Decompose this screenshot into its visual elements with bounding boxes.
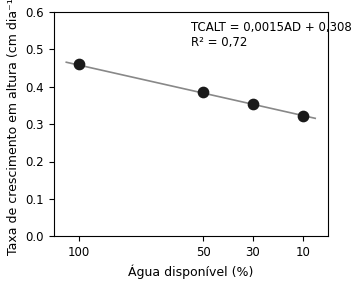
Point xyxy=(300,113,306,118)
Y-axis label: Taxa de crescimento em altura (cm dia⁻¹): Taxa de crescimento em altura (cm dia⁻¹) xyxy=(7,0,20,255)
Point xyxy=(76,62,82,67)
Text: TCALT = 0,0015AD + 0,308
R² = 0,72: TCALT = 0,0015AD + 0,308 R² = 0,72 xyxy=(191,21,352,49)
Point xyxy=(250,101,256,106)
Point xyxy=(200,90,206,95)
X-axis label: Água disponível (%): Água disponível (%) xyxy=(128,265,253,279)
